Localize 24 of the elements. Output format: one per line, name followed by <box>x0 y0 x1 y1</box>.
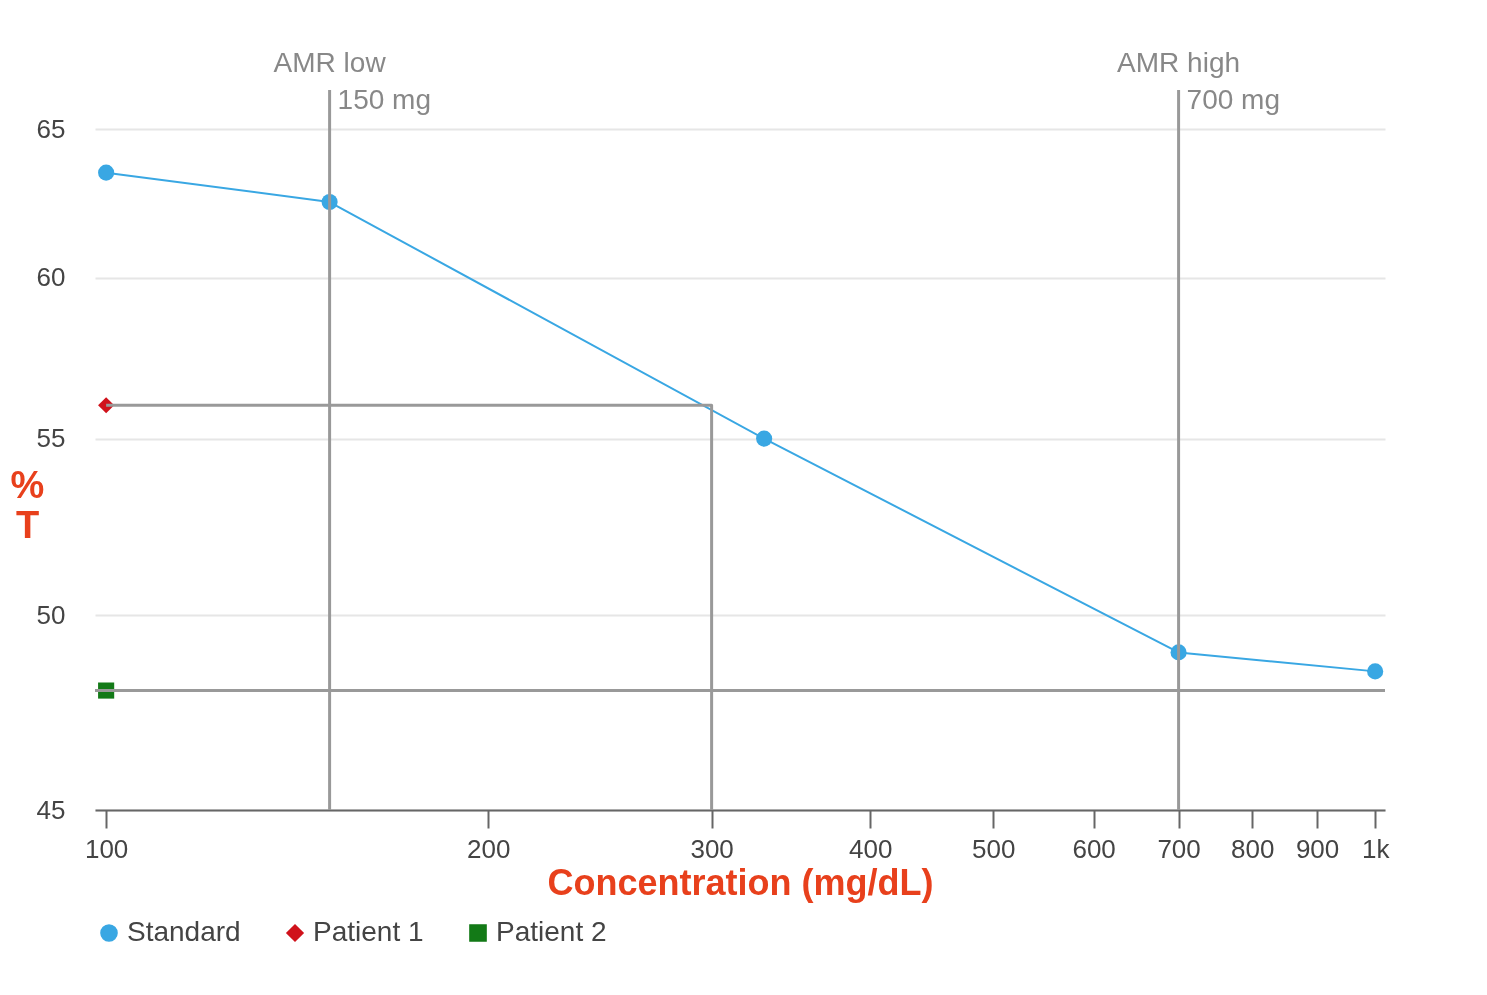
x-tick-label: 700 <box>1157 833 1201 864</box>
legend-label: Patient 1 <box>313 916 424 947</box>
x-tick-label: 800 <box>1230 833 1275 864</box>
x-tick-label: 900 <box>1295 833 1340 864</box>
x-axis-title: Concentration (mg/dL) <box>547 861 934 903</box>
y-tick-label: 45 <box>36 794 66 825</box>
legend-label: Standard <box>127 916 241 947</box>
ref-line-label: AMR high <box>1117 47 1241 78</box>
annotation: 150 mg <box>337 84 432 116</box>
ref-line-label: AMR low <box>273 47 387 78</box>
x-tick-label: 200 <box>466 833 511 864</box>
x-tick-label: 500 <box>971 833 1016 864</box>
annotation: 700 mg <box>1186 84 1280 116</box>
y-axis-title: % T <box>10 463 45 546</box>
x-tick-label: 400 <box>848 833 893 864</box>
x-tick-label: 300 <box>690 833 734 864</box>
y-tick-label: 55 <box>36 423 66 454</box>
x-tick-label: 1k <box>1361 833 1391 864</box>
x-tick-label: 100 <box>84 833 129 864</box>
x-tick-label: 600 <box>1072 833 1116 864</box>
legend-label: Patient 2 <box>496 916 607 947</box>
y-tick-label: 65 <box>36 113 66 144</box>
y-tick-label: 50 <box>36 599 66 630</box>
y-tick-label: 60 <box>36 262 66 293</box>
